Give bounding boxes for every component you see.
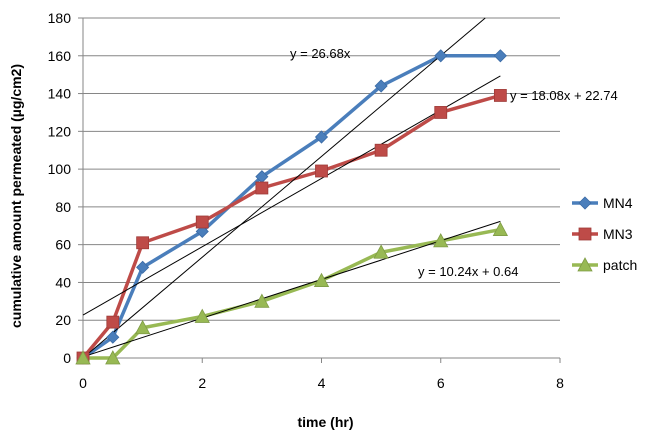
data-point-patch: [105, 350, 121, 365]
y-tick-label: 100: [48, 161, 72, 177]
data-point-mn3: [136, 236, 150, 250]
data-point-mn3: [374, 143, 388, 157]
data-point-mn4: [195, 224, 209, 239]
x-tick-label: 8: [556, 375, 564, 391]
y-tick-label: 160: [48, 48, 72, 64]
legend-label-mn4: MN4: [603, 195, 633, 211]
trendline-annotations: y = 26.68x y = 18.08x + 22.74 y = 10.24x +…: [290, 46, 618, 279]
trendline-equation-3: y = 10.24x + 0.64: [418, 264, 518, 279]
trendline-equation-2: y = 18.08x + 22.74: [510, 88, 618, 103]
y-tick-label: 180: [48, 10, 72, 26]
x-tick-label: 4: [318, 375, 326, 391]
y-tick-label: 0: [63, 350, 71, 366]
legend-marker-mn4: [578, 196, 592, 210]
x-tick-label: 6: [437, 375, 445, 391]
data-point-patch: [433, 233, 449, 248]
data-point-patch: [492, 221, 509, 236]
data-point-patch: [313, 272, 330, 287]
data-point-mn4: [493, 49, 507, 63]
y-tick-label: 140: [48, 86, 72, 102]
data-point-mn3: [195, 215, 209, 229]
data-point-patch: [194, 308, 210, 323]
series-markers: [75, 49, 509, 365]
y-tick-label: 20: [55, 312, 71, 328]
trendlines: [82, 17, 501, 359]
y-tick-labels: 0 20 40 60 80 100 120 140 160 180: [48, 10, 72, 366]
y-tick-label: 60: [55, 237, 71, 253]
y-tick-label: 40: [55, 274, 71, 290]
trendline-3: [82, 220, 501, 358]
y-axis-title: cumulative amount permeated (µg/cm2): [8, 64, 24, 328]
data-point-mn3: [434, 106, 448, 119]
legend-label-mn3: MN3: [603, 226, 633, 242]
legend-label-patch: patch: [603, 257, 637, 273]
data-point-mn4: [106, 330, 120, 344]
data-point-mn3: [493, 89, 507, 102]
x-tick-labels: 0 2 4 6 8: [79, 375, 564, 391]
trendline-equation-1: y = 26.68x: [290, 46, 351, 61]
y-tick-label: 80: [55, 199, 71, 215]
x-tick-label: 0: [79, 375, 87, 391]
y-tick-label: 120: [48, 123, 72, 139]
data-point-mn3: [106, 315, 120, 329]
trendline-1: [82, 17, 486, 359]
data-point-mn4: [136, 260, 150, 274]
data-point-mn4: [374, 79, 388, 93]
legend-marker-patch: [577, 257, 593, 272]
data-point-mn4: [434, 49, 448, 63]
data-point-mn3: [255, 181, 269, 195]
legend-marker-mn3: [578, 227, 592, 241]
x-tick-label: 2: [198, 375, 206, 391]
axes: [78, 17, 561, 363]
data-point-patch: [373, 244, 389, 259]
series-line-mn3: [81, 93, 503, 360]
data-point-patch: [254, 293, 270, 308]
data-point-mn4: [314, 130, 329, 144]
data-point-patch: [75, 350, 91, 365]
data-point-mn3: [315, 164, 328, 178]
x-axis-title: time (hr): [298, 414, 354, 430]
data-point-patch: [134, 319, 151, 335]
trendline-2: [82, 75, 501, 316]
legend: MN4 MN3 patch: [572, 195, 637, 273]
